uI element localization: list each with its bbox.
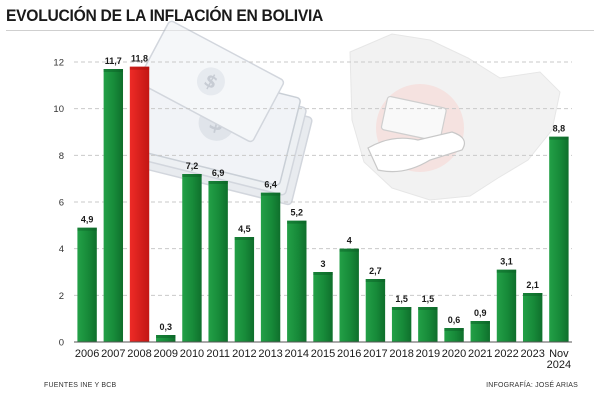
bar-cap xyxy=(418,307,438,310)
bar-cap xyxy=(549,136,569,140)
value-label: 7,2 xyxy=(186,161,199,171)
x-tick-label: 2013 xyxy=(258,348,282,360)
bar-cap xyxy=(365,279,386,282)
bar xyxy=(418,307,438,342)
y-tick-label: 6 xyxy=(59,198,64,209)
value-label: 0,6 xyxy=(448,315,461,325)
bar-cap xyxy=(234,237,255,240)
x-tick-label: 2023 xyxy=(520,348,544,360)
x-tick-label: 2017 xyxy=(363,348,387,360)
bar-highlight xyxy=(129,66,150,343)
credit-note: INFOGRAFÍA: JOSÉ ARIAS xyxy=(486,382,578,389)
background-illustration: $ $ xyxy=(133,20,561,206)
bar-cap xyxy=(77,227,97,231)
value-label: 6,9 xyxy=(212,168,225,178)
x-tick-label: 2007 xyxy=(101,348,125,360)
value-label: 0,9 xyxy=(474,308,487,318)
y-axis: 0 2 4 6 8 10 12 xyxy=(53,58,64,349)
bar-cap xyxy=(208,181,228,184)
value-label: 4 xyxy=(347,236,352,246)
bar xyxy=(234,237,255,342)
value-label: 4,9 xyxy=(81,215,94,225)
x-tick-label: 2010 xyxy=(180,348,204,360)
x-tick-label: Nov 2024 xyxy=(547,348,571,371)
bar xyxy=(549,136,569,342)
value-label: 2,7 xyxy=(369,266,382,276)
bar-cap xyxy=(156,335,176,338)
x-tick-label: 2012 xyxy=(232,348,256,360)
bar-cap xyxy=(313,272,333,275)
bar xyxy=(182,174,202,342)
x-tick-label: 2022 xyxy=(494,348,518,360)
x-tick-label: 2008 xyxy=(127,348,151,360)
value-label: 3 xyxy=(320,259,325,269)
value-label: 2,1 xyxy=(526,280,539,290)
y-tick-label: 12 xyxy=(53,58,64,69)
x-tick-label: 2019 xyxy=(416,348,440,360)
bar xyxy=(208,181,228,342)
banknote-illustration: $ $ xyxy=(133,20,313,206)
value-label: 0,3 xyxy=(159,322,172,332)
x-tick-label: 2014 xyxy=(285,348,309,360)
bar xyxy=(391,307,412,342)
handshake-money-illustration xyxy=(367,95,465,173)
bar xyxy=(156,335,176,342)
bar xyxy=(339,248,359,342)
x-tick-label: 2020 xyxy=(442,348,466,360)
bar xyxy=(77,227,97,342)
bar-cap xyxy=(182,174,202,177)
x-tick-label: 2018 xyxy=(389,348,413,360)
y-tick-label: 8 xyxy=(59,151,64,162)
value-label: 1,5 xyxy=(422,294,435,304)
x-tick-label: 2009 xyxy=(153,348,177,360)
bar-cap xyxy=(103,69,124,72)
bar xyxy=(496,269,517,342)
bar xyxy=(313,272,333,342)
value-label: 11,7 xyxy=(105,56,122,66)
value-label: 6,4 xyxy=(264,180,277,190)
value-label: 8,8 xyxy=(553,124,566,134)
x-tick-label: 2011 xyxy=(206,348,230,360)
y-tick-label: 0 xyxy=(59,338,64,349)
value-label: 11,8 xyxy=(131,54,148,64)
bar-cap xyxy=(444,328,464,331)
bar-cap xyxy=(470,321,490,324)
bolivia-map-illustration xyxy=(349,33,561,201)
bar-cap xyxy=(522,293,543,296)
bar xyxy=(522,293,543,342)
bar-cap xyxy=(391,307,412,310)
bar xyxy=(287,220,307,342)
chart-title: EVOLUCIÓN DE LA INFLACIÓN EN BOLIVIA xyxy=(6,6,324,25)
bar-cap xyxy=(260,192,281,196)
bar xyxy=(260,192,281,342)
y-tick-label: 2 xyxy=(59,291,64,302)
value-label: 5,2 xyxy=(291,208,304,218)
bar xyxy=(444,328,464,342)
y-tick-label: 4 xyxy=(59,244,64,255)
bars xyxy=(77,66,569,343)
x-axis: 2006 2007 2008 2009 2010 2011 2012 2013 2014 2015… xyxy=(74,341,572,371)
sources-note: FUENTES INE Y BCB xyxy=(44,382,117,389)
title-divider xyxy=(6,30,594,31)
x-tick-label: 2021 xyxy=(468,348,492,360)
bar xyxy=(470,321,490,342)
bar-cap xyxy=(339,248,359,252)
x-tick-label: 2006 xyxy=(75,348,99,360)
bar xyxy=(365,279,386,342)
bar-cap xyxy=(496,269,517,273)
x-tick-label: 2016 xyxy=(337,348,361,360)
value-label: 4,5 xyxy=(238,224,251,234)
bar xyxy=(103,69,124,342)
bar-cap xyxy=(287,220,307,224)
value-label: 1,5 xyxy=(395,294,408,304)
y-tick-label: 10 xyxy=(53,104,64,115)
bar-cap xyxy=(129,66,150,70)
value-label: 3,1 xyxy=(500,257,513,267)
value-labels: 4,9 11,7 11,8 0,3 7,2 6,9 4,5 6,4 5,2 3 4 2,7 1,5 1,5… xyxy=(81,54,565,332)
x-tick-label: 2015 xyxy=(311,348,335,360)
